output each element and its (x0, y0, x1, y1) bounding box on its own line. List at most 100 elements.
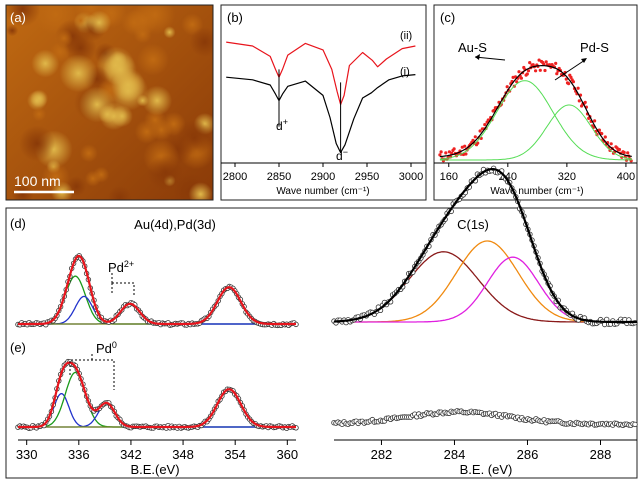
raman-tick-label-160: 160 (440, 171, 458, 183)
plot-c1s-bottom-data-point (632, 421, 638, 428)
raman-point (577, 99, 581, 103)
xps-c1s-top (331, 165, 638, 328)
raman-point (555, 72, 559, 76)
ir-x-axis-label: Wave number (cm⁻¹) (276, 186, 369, 197)
label-i: (i) (400, 66, 410, 78)
ir-frame (220, 4, 427, 201)
raman-point (463, 144, 467, 148)
panel-label-b: (b) (227, 10, 243, 25)
label-ii: (ii) (400, 30, 412, 42)
xps-right-x-label: B.E. (eV) (460, 462, 513, 477)
raman-fit-envelope (439, 64, 632, 158)
plot-e-fit-envelope (18, 361, 296, 429)
raman-point (526, 69, 531, 73)
raman-peak-au-s (439, 80, 632, 161)
raman-point (626, 151, 630, 155)
raman-point (464, 152, 468, 156)
afm-frame (5, 4, 214, 201)
ir-x-ticks: 2800 2850 2900 2950 3000 (223, 163, 423, 183)
raman-tick-label-320: 320 (558, 171, 576, 183)
raman-point (534, 69, 538, 73)
ir-plot (226, 41, 416, 154)
raman-point (569, 75, 573, 79)
raman-point (471, 138, 475, 142)
xps-au-pd-bottom (15, 358, 299, 431)
panel-label-e: (e) (10, 340, 26, 355)
ir-series-ii (226, 41, 416, 106)
raman-point (543, 68, 547, 73)
ir-tick-label-2900: 2900 (311, 171, 335, 183)
panel-label-a: (a) (10, 10, 26, 25)
xps-left-tick-label-354: 354 (224, 447, 246, 462)
xps-right-tick-label-284: 284 (444, 447, 466, 462)
xps-right-ticks: 282 284 286 288 (371, 440, 612, 462)
panel-label-d: (d) (10, 216, 26, 231)
scale-bar-label: 100 nm (14, 173, 61, 189)
pd0-bracket (69, 352, 115, 390)
raman-point (544, 60, 548, 64)
raman-x-axis-label: Wave number (cm⁻¹) (490, 186, 583, 197)
xps-left-tick-label-330: 330 (16, 447, 38, 462)
raman-point (517, 70, 521, 74)
raman-point (515, 80, 519, 84)
c1s-title: C(1s) (457, 217, 489, 232)
xps-right-tick-label-282: 282 (371, 447, 393, 462)
raman-point (483, 123, 487, 127)
raman-point (473, 135, 477, 139)
raman-point (511, 75, 515, 79)
ir-tick-label-2800: 2800 (223, 171, 247, 183)
d-minus-label: d− (336, 147, 348, 163)
raman-point (593, 119, 597, 123)
raman-point (564, 77, 568, 81)
raman-point (600, 132, 604, 136)
raman-point (617, 147, 622, 152)
plot-d-fit-envelope (18, 254, 296, 326)
raman-point (597, 128, 602, 132)
raman-point (519, 76, 524, 80)
raman-point (460, 145, 464, 149)
raman-point (452, 147, 456, 151)
pd-s-arrowhead (581, 58, 587, 63)
xps-au-pd-top (15, 253, 299, 329)
xps-left-tick-label-360: 360 (276, 447, 298, 462)
au-s-label: Au-S (458, 40, 487, 55)
afm-image (6, 5, 213, 200)
pd0-label: Pd0 (96, 340, 117, 356)
pd2-label: Pd2+ (108, 259, 134, 275)
raman-point (571, 80, 576, 84)
raman-point (505, 85, 509, 89)
raman-plot (438, 58, 633, 163)
au-s-arrow (474, 56, 506, 61)
xps-right-tick-label-286: 286 (517, 447, 539, 462)
raman-peak-pd-s (439, 104, 632, 161)
xps-c1s-bottom (331, 408, 638, 428)
pd-s-label: Pd-S (580, 40, 609, 55)
raman-point (444, 151, 448, 155)
raman-point (439, 150, 443, 154)
panel-label-c: (c) (440, 10, 455, 25)
plot-d-component-1 (18, 275, 296, 325)
raman-point (567, 82, 571, 86)
raman-point (548, 63, 552, 67)
au-pd-title: Au(4d),Pd(3d) (134, 217, 216, 232)
au-s-arrowhead (475, 54, 480, 60)
xps-left-x-label: B.E.(eV) (130, 462, 179, 477)
ir-tick-label-3000: 3000 (399, 171, 423, 183)
xps-left-tick-label-336: 336 (68, 447, 90, 462)
raman-point (542, 62, 546, 66)
raman-point (583, 100, 587, 104)
raman-point (609, 142, 613, 146)
raman-point (537, 58, 541, 62)
xps-frame (5, 207, 638, 479)
pd-s-arrow (554, 59, 586, 81)
xps-right-tick-label-288: 288 (590, 447, 612, 462)
xps-left-ticks: 330 336 342 348 354 360 (16, 440, 298, 462)
ir-tick-label-2950: 2950 (355, 171, 379, 183)
raman-point (438, 153, 442, 157)
raman-point (538, 68, 542, 72)
raman-point (554, 61, 558, 65)
raman-point (476, 141, 480, 145)
raman-frame (433, 4, 638, 201)
raman-point (447, 150, 451, 154)
